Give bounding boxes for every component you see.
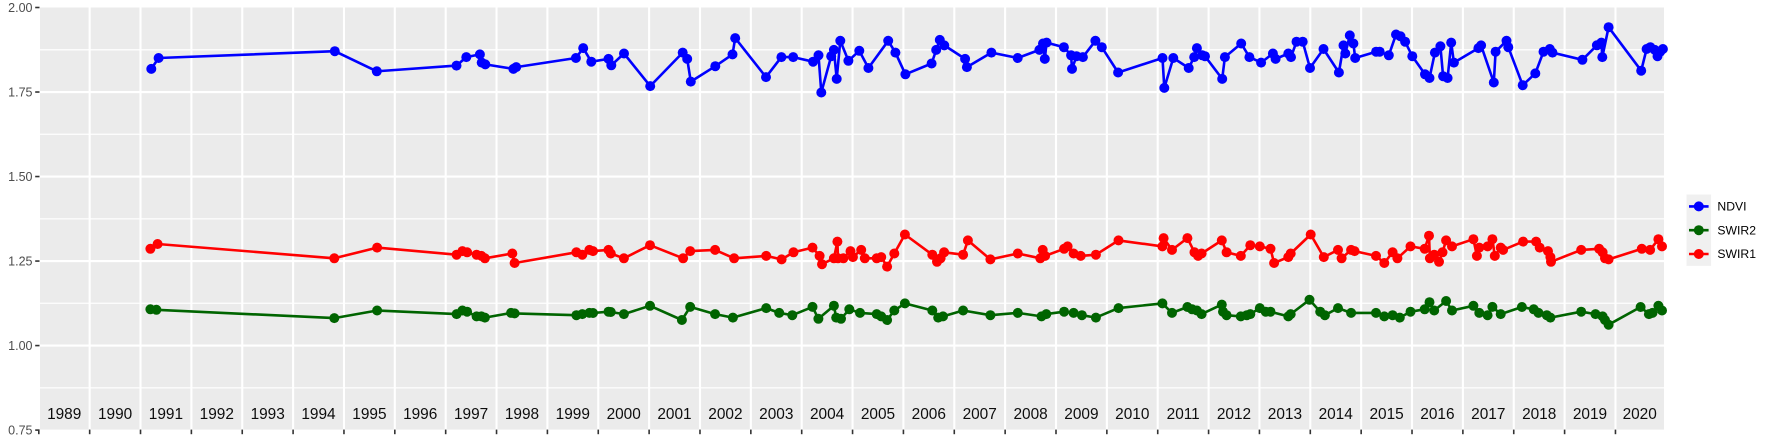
svg-text:2008: 2008 <box>1013 406 1047 423</box>
svg-text:2018: 2018 <box>1522 406 1556 423</box>
svg-text:2006: 2006 <box>912 406 946 423</box>
svg-text:1997: 1997 <box>454 406 488 423</box>
svg-text:2016: 2016 <box>1420 406 1454 423</box>
svg-text:2000: 2000 <box>607 406 641 423</box>
svg-text:2019: 2019 <box>1573 406 1607 423</box>
svg-text:0.75: 0.75 <box>8 424 32 438</box>
svg-text:2.00: 2.00 <box>8 1 32 15</box>
svg-text:1.00: 1.00 <box>8 339 32 353</box>
svg-text:1994: 1994 <box>301 406 336 423</box>
svg-text:2004: 2004 <box>810 406 845 423</box>
svg-text:1.50: 1.50 <box>8 170 32 184</box>
svg-text:2017: 2017 <box>1471 406 1505 423</box>
svg-text:1992: 1992 <box>200 406 234 423</box>
svg-text:2007: 2007 <box>963 406 997 423</box>
svg-text:SWIR1: SWIR1 <box>1717 247 1756 261</box>
svg-text:1998: 1998 <box>505 406 539 423</box>
svg-text:1993: 1993 <box>251 406 285 423</box>
svg-text:1.25: 1.25 <box>8 255 32 269</box>
svg-text:2003: 2003 <box>759 406 793 423</box>
svg-text:2009: 2009 <box>1064 406 1098 423</box>
svg-text:SWIR2: SWIR2 <box>1717 223 1756 237</box>
svg-text:1990: 1990 <box>98 406 132 423</box>
svg-text:1989: 1989 <box>47 406 81 423</box>
svg-text:1995: 1995 <box>352 406 386 423</box>
svg-text:2010: 2010 <box>1115 406 1149 423</box>
svg-text:2012: 2012 <box>1217 406 1251 423</box>
svg-text:2011: 2011 <box>1167 406 1200 423</box>
svg-text:2001: 2001 <box>657 406 691 423</box>
svg-text:1.75: 1.75 <box>8 85 32 99</box>
svg-text:2005: 2005 <box>861 406 895 423</box>
svg-text:1999: 1999 <box>556 406 590 423</box>
svg-text:NDVI: NDVI <box>1717 200 1746 214</box>
svg-text:1991: 1991 <box>149 406 183 423</box>
svg-text:2013: 2013 <box>1268 406 1302 423</box>
svg-text:2002: 2002 <box>708 406 742 423</box>
svg-text:1996: 1996 <box>403 406 437 423</box>
svg-text:2015: 2015 <box>1369 406 1403 423</box>
svg-text:2020: 2020 <box>1623 406 1657 423</box>
svg-text:2014: 2014 <box>1319 406 1354 423</box>
